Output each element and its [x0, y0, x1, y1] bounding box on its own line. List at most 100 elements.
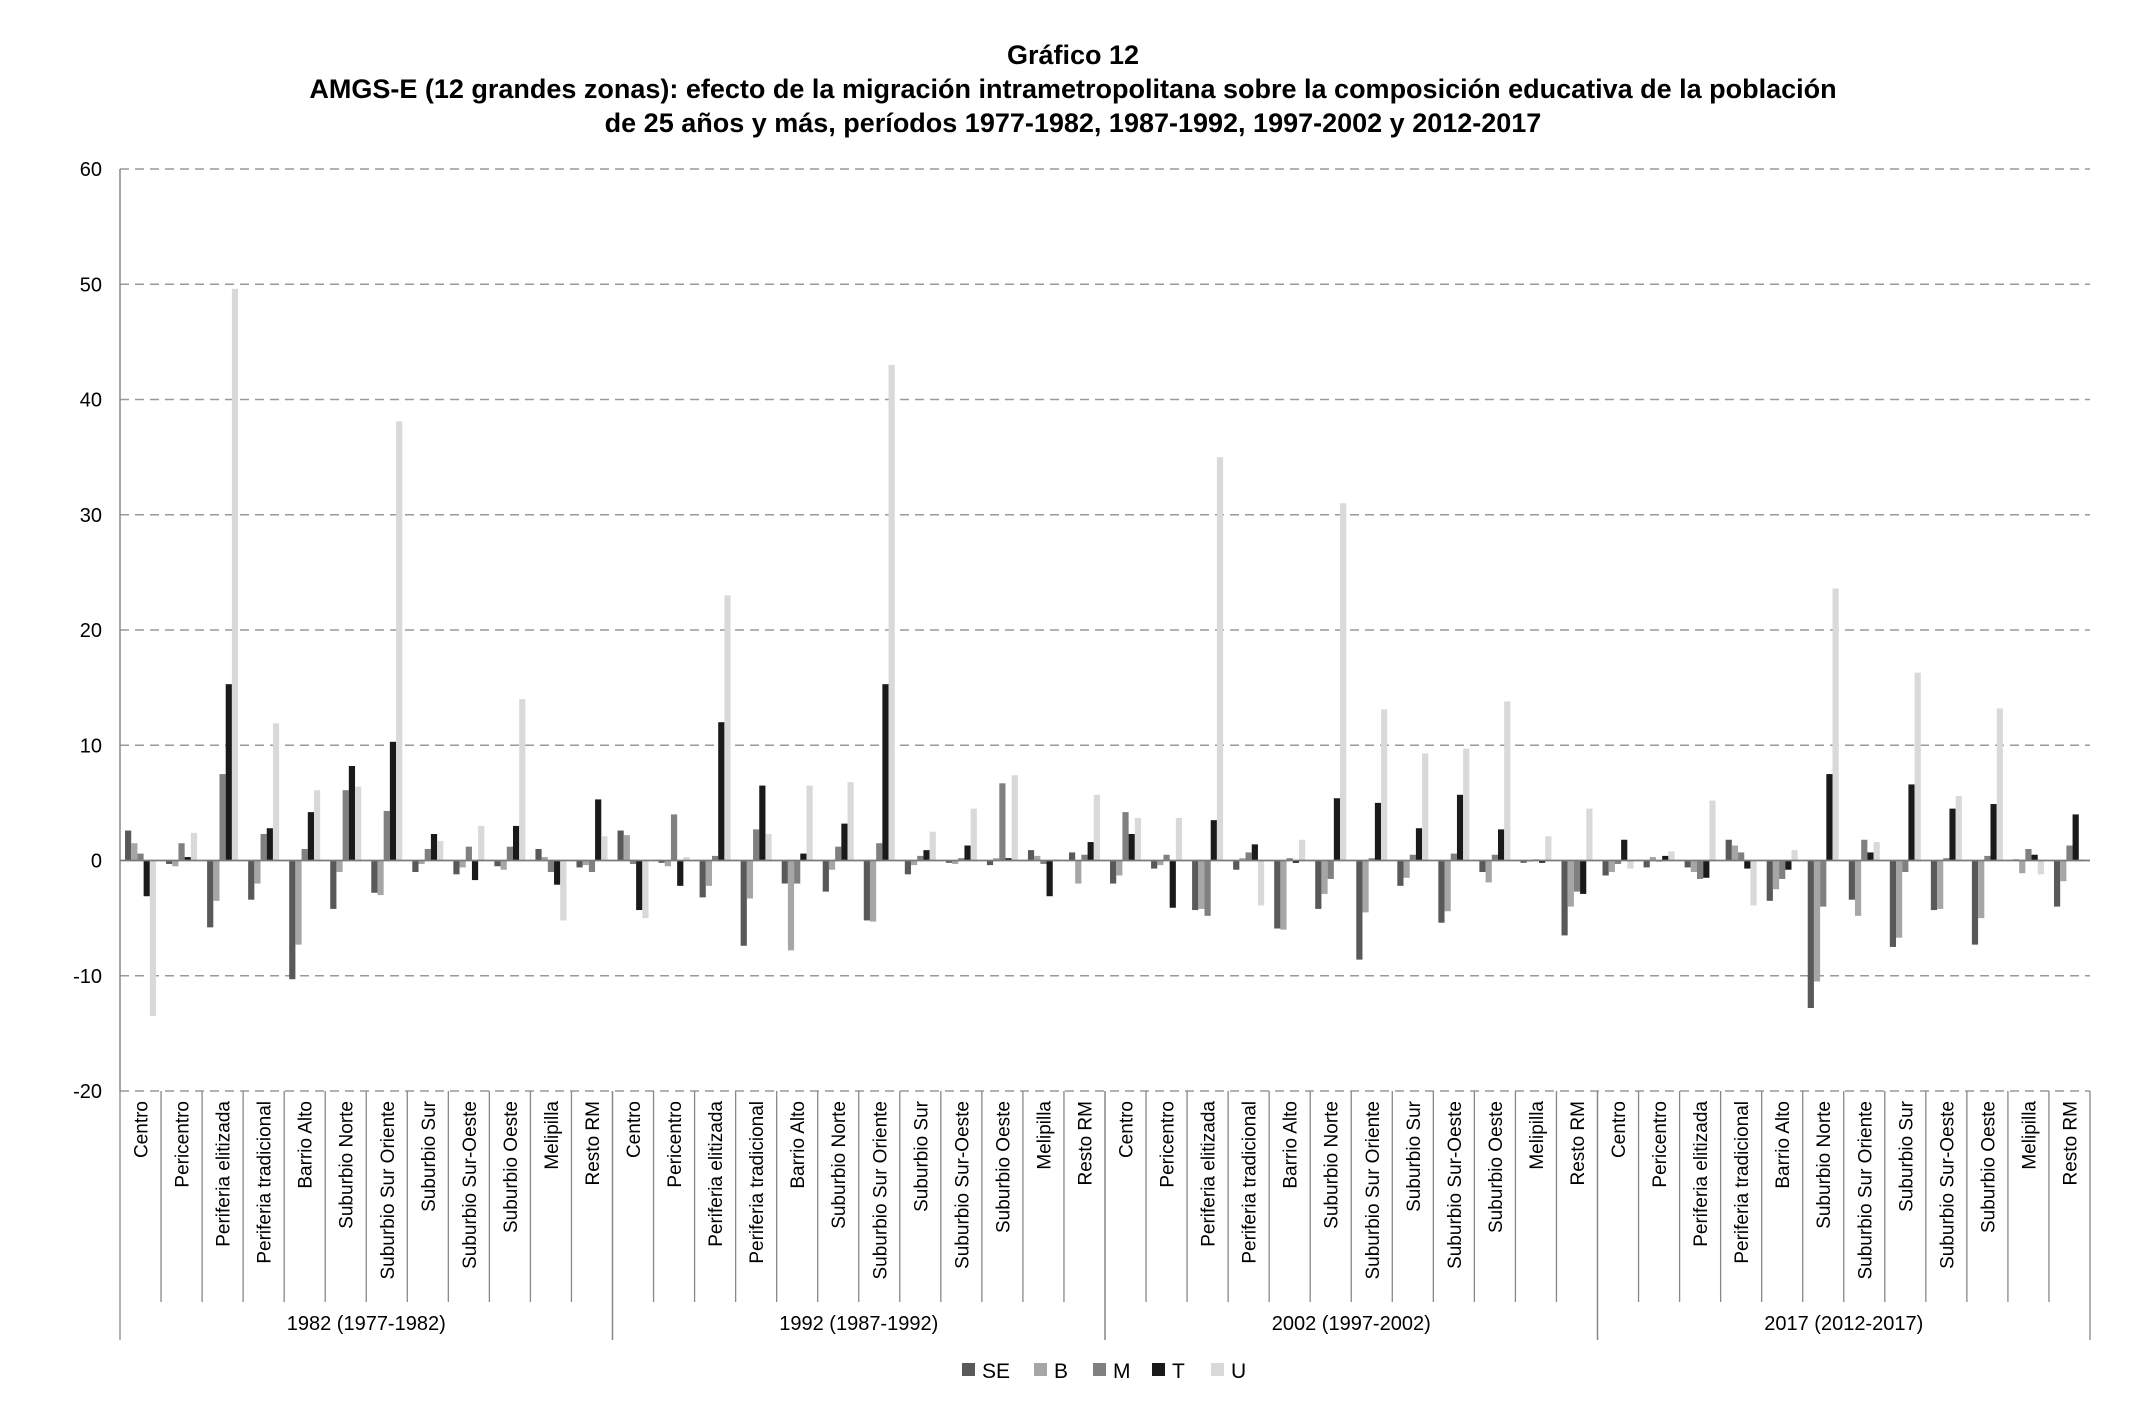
bar-t	[1210, 820, 1217, 861]
x-category-label: Pericentro	[173, 1101, 194, 1188]
bar-se	[494, 860, 501, 867]
bar-t	[1251, 844, 1258, 861]
bar-m	[1081, 854, 1088, 861]
bar-se	[1027, 850, 1035, 861]
bar-se	[1684, 860, 1691, 868]
x-category-label: Melipilla	[1034, 1101, 1055, 1170]
bar-se	[1561, 860, 1568, 936]
bar-u	[2037, 860, 2044, 875]
x-category-label: Barrio Alto	[1281, 1101, 1302, 1189]
x-category-label: Barrio Alto	[296, 1101, 317, 1189]
bar-t	[225, 684, 232, 861]
bar-m	[1491, 854, 1498, 861]
x-category-label: Suburbio Sur-Oeste	[952, 1101, 973, 1269]
bar-b	[213, 860, 220, 901]
y-tick-label: -10	[73, 966, 102, 988]
legend-label-se: SE	[982, 1360, 1010, 1383]
bar-m	[1409, 854, 1416, 861]
bar-b	[1896, 860, 1903, 938]
x-category-label: Suburbio Sur Oriente	[870, 1101, 891, 1280]
bar-se	[1807, 860, 1814, 1009]
x-category-label: Periferia tradicional	[1732, 1101, 1753, 1264]
bar-t	[1333, 798, 1341, 861]
x-category-label: Suburbio Sur-Oeste	[460, 1101, 481, 1269]
bar-m	[1614, 860, 1622, 864]
bar-b	[1157, 860, 1164, 866]
gridlines	[120, 168, 2090, 1092]
bar-t	[471, 860, 479, 881]
bar-t	[389, 741, 397, 861]
bar-b	[1198, 860, 1205, 909]
bar-m	[178, 843, 185, 861]
x-category-label: Suburbio Oeste	[501, 1101, 522, 1233]
bar-b	[295, 860, 302, 945]
bar-m	[1286, 858, 1293, 861]
bar-m	[424, 848, 431, 861]
bar-b	[911, 860, 918, 866]
bar-b	[254, 860, 261, 884]
bar-t	[1990, 804, 1997, 861]
bar-u	[1504, 701, 1511, 861]
bar-u	[683, 857, 690, 861]
bar-se	[1725, 839, 1732, 861]
bar-t	[1908, 784, 1915, 861]
bar-b	[869, 860, 877, 922]
bar-se	[207, 860, 214, 928]
chart-subtitle-line-2: de 25 años y más, períodos 1977-1982, 19…	[604, 108, 1542, 138]
bar-u	[272, 723, 280, 861]
x-category-label: Barrio Alto	[1773, 1101, 1794, 1189]
x-category-label: Melipilla	[2019, 1101, 2040, 1170]
bar-u	[1709, 800, 1716, 861]
bar-se	[1643, 860, 1650, 868]
bar-t	[430, 833, 438, 861]
bar-b	[1608, 860, 1615, 873]
bar-se	[740, 860, 747, 946]
bar-t	[143, 860, 150, 897]
y-tick-label: -20	[73, 1081, 102, 1103]
bar-se	[863, 860, 870, 921]
bar-u	[929, 831, 936, 861]
bar-se	[1602, 860, 1609, 876]
legend-swatch-m	[1093, 1363, 1106, 1376]
bar-m	[1573, 860, 1581, 892]
x-category-label: Suburbio Oeste	[1486, 1101, 1507, 1233]
x-category-label: Pericentro	[1650, 1101, 1671, 1188]
bar-se	[1930, 860, 1938, 911]
bar-m	[588, 860, 596, 873]
bar-se	[986, 860, 994, 866]
bar-m	[794, 860, 801, 884]
bar-m	[1902, 860, 1909, 873]
x-category-label: Periferia elitizada	[706, 1101, 727, 1247]
bar-m	[342, 790, 349, 861]
bar-m	[1327, 860, 1334, 879]
y-tick-label: 30	[80, 505, 102, 527]
bar-b	[746, 860, 754, 899]
bar-b	[1978, 860, 1985, 919]
x-category-label: Centro	[624, 1101, 645, 1158]
bar-u	[888, 364, 895, 861]
x-category-label: Suburbio Oeste	[1978, 1101, 1999, 1233]
x-category-label: Periferia elitizada	[1199, 1101, 1220, 1247]
bar-b	[500, 860, 507, 870]
bar-b	[1075, 860, 1082, 884]
bar-m	[1368, 858, 1375, 861]
bar-t	[1292, 860, 1299, 863]
bar-u	[642, 860, 649, 919]
bar-b	[1937, 860, 1944, 909]
bar-m	[1697, 860, 1704, 879]
bar-b	[459, 860, 466, 868]
bar-t	[1539, 860, 1546, 863]
bar-se	[330, 860, 337, 909]
bar-se	[1151, 860, 1158, 869]
x-category-label: Pericentro	[665, 1101, 686, 1188]
bar-t	[677, 860, 684, 886]
bar-u	[478, 825, 485, 861]
bar-se	[2053, 860, 2061, 907]
x-category-label: Centro	[1117, 1101, 1138, 1158]
legend-label-b: B	[1054, 1360, 1068, 1383]
bar-t	[1005, 858, 1012, 861]
bar-b	[1690, 860, 1698, 873]
bar-b	[1034, 855, 1041, 861]
bar-u	[1381, 709, 1388, 861]
